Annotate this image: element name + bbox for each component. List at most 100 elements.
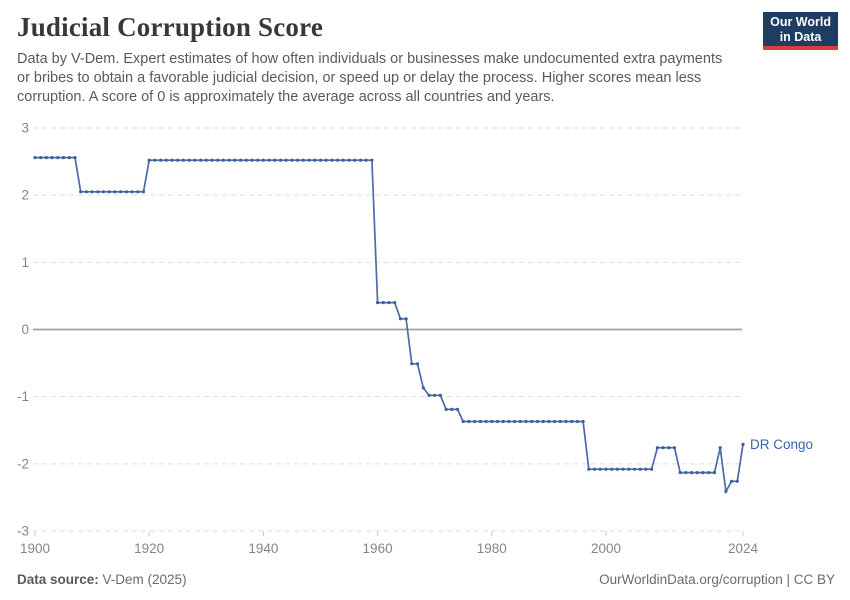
data-point-marker: [56, 156, 60, 160]
data-point-marker: [284, 158, 288, 162]
data-point-marker: [570, 419, 574, 424]
entity-label: DR Congo: [750, 437, 813, 452]
data-point-marker: [427, 393, 431, 397]
data-point-marker: [244, 158, 248, 162]
data-point-marker: [587, 467, 591, 471]
data-point-marker: [347, 158, 351, 162]
data-point-marker: [478, 419, 482, 424]
data-point-marker: [296, 158, 300, 162]
data-point-marker: [216, 158, 220, 162]
y-axis-tick-label: -2: [17, 456, 29, 471]
data-point-marker: [495, 419, 500, 424]
data-point-marker: [701, 471, 705, 475]
data-point-marker: [273, 158, 277, 162]
data-point-marker: [598, 467, 602, 471]
data-point-marker: [119, 190, 123, 194]
data-point-marker: [524, 419, 528, 424]
data-point-marker: [90, 190, 94, 194]
data-point-marker: [353, 158, 357, 162]
data-point-marker: [730, 479, 734, 483]
data-point-marker: [672, 446, 677, 450]
data-point-marker: [564, 419, 568, 424]
data-point-marker: [398, 317, 402, 321]
data-point-marker: [638, 467, 642, 471]
data-point-marker: [707, 471, 711, 475]
x-axis-tick-label: 1900: [20, 541, 50, 556]
x-axis-tick-label: 2024: [728, 541, 759, 556]
data-point-marker: [233, 158, 237, 162]
data-source: Data source: V-Dem (2025): [17, 572, 187, 587]
y-axis-tick-label: 2: [21, 188, 29, 203]
data-point-marker: [735, 479, 739, 483]
data-point-marker: [199, 158, 203, 162]
data-point-marker: [484, 419, 488, 424]
subtitle-line-2: or bribes to obtain a favorable judicial…: [17, 70, 702, 86]
x-axis-tick-label: 1920: [134, 541, 164, 556]
y-axis-tick-label: -3: [17, 524, 29, 539]
data-point-marker: [381, 301, 385, 305]
data-point-marker: [581, 419, 585, 424]
data-point-marker: [604, 467, 608, 471]
data-point-marker: [107, 190, 111, 194]
data-point-marker: [592, 467, 597, 471]
data-point-marker: [627, 467, 631, 471]
data-point-marker: [301, 158, 305, 162]
data-point-marker: [278, 158, 283, 162]
page-title: Judicial Corruption Score: [17, 12, 324, 42]
data-point-marker: [513, 419, 517, 424]
data-point-marker: [410, 362, 414, 366]
data-point-marker: [318, 158, 323, 162]
data-point-marker: [530, 419, 534, 424]
data-point-marker: [650, 467, 654, 471]
chart-subtitle: Data by V-Dem. Expert estimates of how o…: [17, 50, 762, 107]
data-point-marker: [267, 158, 271, 162]
data-point-marker: [433, 393, 437, 397]
chart-line: [35, 156, 744, 495]
data-point-marker: [290, 158, 294, 162]
data-point-marker: [690, 471, 694, 475]
data-point-marker: [684, 471, 688, 475]
y-axis-tick-label: -1: [17, 389, 29, 404]
y-axis-tick-label: 1: [21, 255, 29, 270]
data-point-marker: [644, 467, 648, 471]
data-point-marker: [444, 407, 448, 411]
y-axis-tick-label: 3: [21, 121, 29, 136]
data-point-marker: [632, 467, 637, 471]
data-point-marker: [227, 158, 231, 162]
data-point-marker: [621, 467, 625, 471]
data-point-marker: [387, 301, 391, 305]
x-axis-tick-label: 1960: [363, 541, 393, 556]
credit-link[interactable]: OurWorldinData.org/corruption | CC BY: [599, 572, 835, 587]
data-point-marker: [358, 158, 363, 162]
data-point-marker: [307, 158, 311, 162]
chart-footer: Data source: V-Dem (2025) OurWorldinData…: [17, 572, 835, 587]
y-axis-tick-label: 0: [21, 322, 29, 337]
data-point-marker: [130, 190, 134, 194]
data-point-marker: [313, 158, 317, 162]
data-point-marker: [61, 156, 66, 160]
data-point-marker: [438, 393, 442, 397]
data-point-marker: [250, 158, 254, 162]
data-point-marker: [501, 419, 505, 424]
owid-logo-line-2: in Data: [779, 29, 822, 44]
data-point-marker: [667, 446, 671, 450]
data-point-marker: [376, 301, 380, 305]
data-point-marker: [615, 467, 620, 471]
data-point-marker: [39, 156, 43, 160]
subtitle-line-1: Data by V-Dem. Expert estimates of how o…: [17, 51, 723, 67]
data-point-marker: [404, 317, 408, 321]
owid-logo[interactable]: Our World in Data: [763, 12, 838, 50]
data-point-marker: [164, 158, 168, 162]
data-point-marker: [101, 190, 106, 194]
data-point-marker: [507, 419, 511, 424]
data-point-marker: [678, 471, 682, 475]
data-point-marker: [553, 419, 557, 424]
data-point-marker: [67, 156, 71, 160]
data-point-marker: [96, 190, 100, 194]
data-point-marker: [364, 158, 368, 162]
data-point-marker: [153, 158, 157, 162]
data-point-marker: [193, 158, 197, 162]
data-point-marker: [256, 158, 260, 162]
